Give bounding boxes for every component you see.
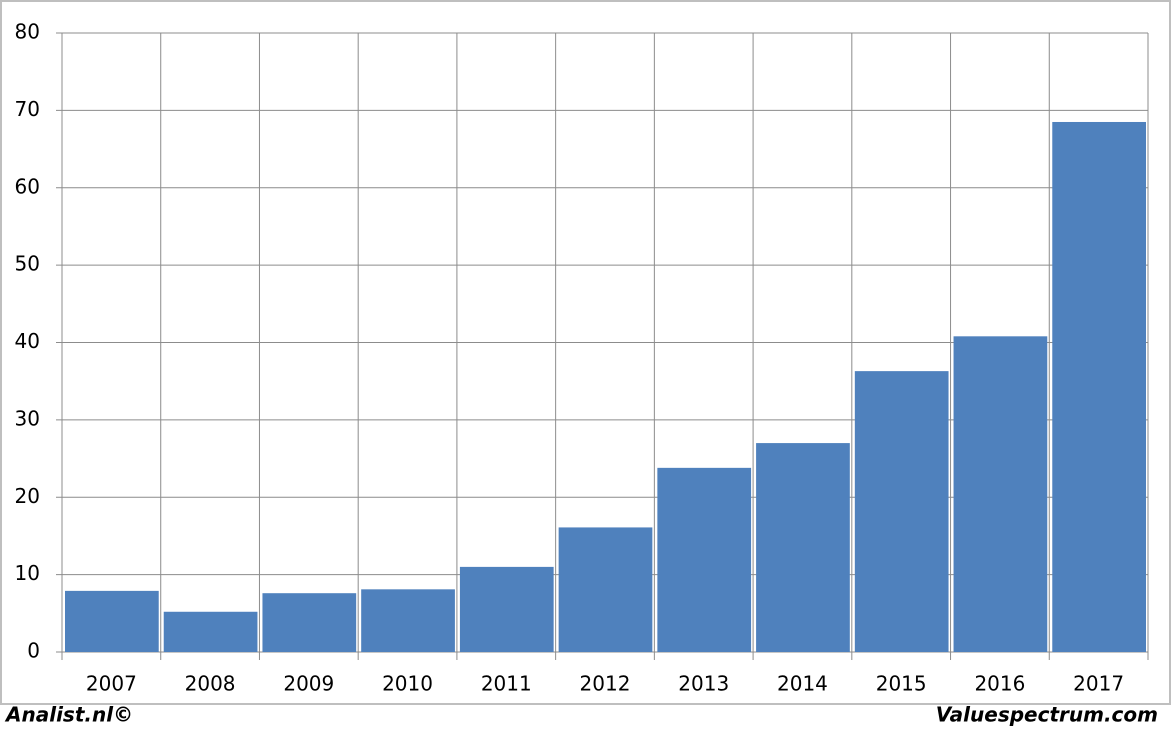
x-tick-label: 2010 xyxy=(382,672,433,696)
y-tick-label: 70 xyxy=(15,97,40,121)
y-tick-label: 60 xyxy=(15,174,40,198)
bar xyxy=(163,611,258,652)
x-tick-label: 2013 xyxy=(678,672,729,696)
y-tick-label: 20 xyxy=(15,484,40,508)
bar xyxy=(558,527,653,652)
bar xyxy=(657,467,752,652)
x-tick-label: 2016 xyxy=(974,672,1025,696)
footer-left: Analist.nl© xyxy=(4,703,133,727)
y-tick-label: 0 xyxy=(27,639,40,663)
footer-right: Valuespectrum.com xyxy=(936,703,1158,727)
x-tick-label: 2011 xyxy=(481,672,532,696)
x-tick-label: 2007 xyxy=(86,672,137,696)
y-tick-label: 40 xyxy=(15,329,40,353)
x-tick-label: 2015 xyxy=(876,672,927,696)
bar xyxy=(953,336,1048,652)
x-tick-label: 2017 xyxy=(1073,672,1124,696)
x-tick-label: 2012 xyxy=(580,672,631,696)
y-tick-label: 80 xyxy=(15,20,40,44)
bar xyxy=(854,371,949,652)
bar xyxy=(459,566,554,652)
bar xyxy=(65,590,159,652)
y-tick-label: 10 xyxy=(15,561,40,585)
y-tick-label: 50 xyxy=(15,252,40,276)
x-tick-label: 2014 xyxy=(777,672,828,696)
bar xyxy=(262,593,357,652)
bar xyxy=(756,443,850,652)
bar xyxy=(1052,121,1146,652)
x-tick-label: 2008 xyxy=(185,672,236,696)
bar xyxy=(361,589,455,652)
x-tick-label: 2009 xyxy=(283,672,334,696)
y-tick-label: 30 xyxy=(15,406,40,430)
